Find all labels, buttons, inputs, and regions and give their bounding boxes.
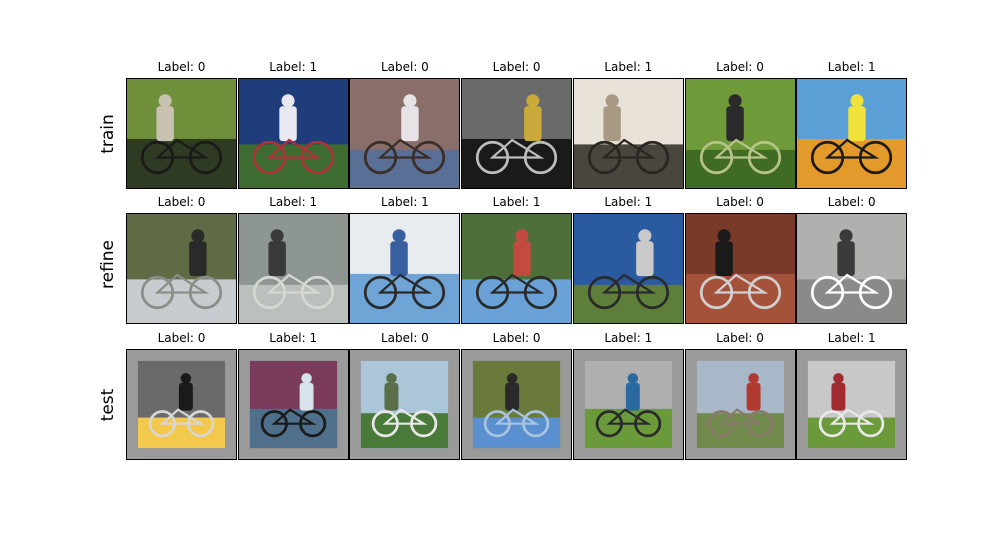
bicycle-photo [684,213,796,324]
bicycle-photo [572,349,684,460]
image-label: Label: 1 [269,195,318,209]
image-label: Label: 0 [827,195,876,209]
bicycle-photo [796,213,908,324]
bicycle-photo [237,349,349,460]
bicycle-photo [796,349,908,460]
image-label: Label: 1 [604,60,653,74]
image-label: Label: 1 [492,195,541,209]
bicycle-photo [349,213,461,324]
row-label-test: test [98,388,118,422]
bicycle-photo [349,78,461,189]
bicycle-photo [237,213,349,324]
bicycle-photo [684,78,796,189]
image-label: Label: 1 [827,331,876,345]
bicycle-photo [572,78,684,189]
bicycle-photo [684,349,796,460]
image-label: Label: 1 [827,60,876,74]
bicycle-photo [126,349,237,460]
bicycle-photo [461,78,573,189]
image-label: Label: 1 [380,195,429,209]
bicycle-photo [126,213,237,324]
image-label: Label: 0 [157,60,206,74]
image-label: Label: 0 [157,331,206,345]
image-label: Label: 1 [269,331,318,345]
image-label: Label: 0 [716,331,764,345]
image-label: Label: 0 [492,60,541,74]
bicycle-photo [572,213,684,324]
bicycle-photo [461,213,573,324]
bicycle-photo [349,349,461,460]
image-label: Label: 0 [716,195,764,209]
bicycle-photo [796,78,908,189]
bicycle-photo [237,78,349,189]
image-label: Label: 0 [157,195,206,209]
image-label: Label: 0 [380,60,429,74]
row-label-refine: refine [98,239,118,289]
image-label: Label: 1 [604,331,653,345]
image-label: Label: 0 [716,60,764,74]
bicycle-photo [126,78,237,189]
bicycle-photo [461,349,573,460]
image-label: Label: 1 [269,60,318,74]
row-label-train: train [98,114,118,154]
image-label: Label: 1 [604,195,653,209]
image-label: Label: 0 [492,331,541,345]
image-label: Label: 0 [380,331,429,345]
